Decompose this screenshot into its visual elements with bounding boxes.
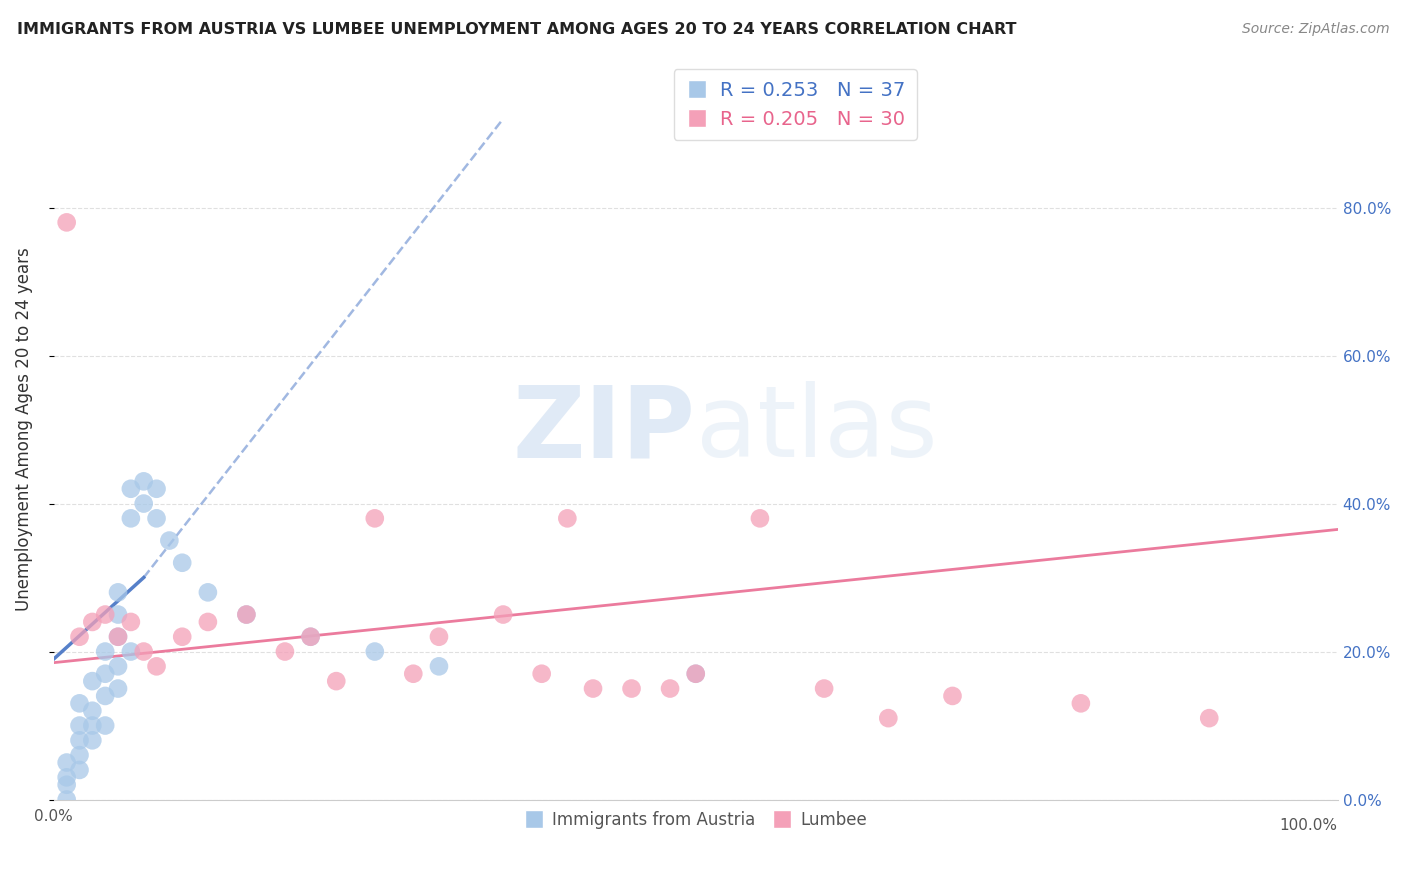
Point (172, 556, 194, 570)
Point (120, 482, 142, 496)
Point (748, 511, 770, 525)
Point (69, 763, 91, 777)
Point (132, 475, 155, 489)
Point (364, 644, 387, 658)
Point (274, 644, 297, 658)
Point (530, 666, 553, 681)
Point (120, 511, 142, 525)
Point (157, 533, 180, 548)
Point (235, 607, 257, 622)
Point (685, 666, 707, 681)
Point (685, 666, 707, 681)
Text: atlas: atlas (696, 381, 938, 478)
Point (55, 770, 77, 784)
Point (69, 630, 91, 644)
Point (427, 630, 450, 644)
Point (877, 711, 900, 725)
Point (235, 607, 257, 622)
Point (94, 644, 117, 658)
Point (107, 630, 129, 644)
Point (197, 585, 219, 599)
Point (402, 666, 425, 681)
Point (55, 215, 77, 229)
Text: Source: ZipAtlas.com: Source: ZipAtlas.com (1241, 22, 1389, 37)
Point (82, 733, 104, 747)
Point (427, 659, 450, 673)
Text: 100.0%: 100.0% (1279, 818, 1337, 833)
Legend: Immigrants from Austria, Lumbee: Immigrants from Austria, Lumbee (517, 805, 875, 836)
Point (69, 748, 91, 763)
Point (69, 733, 91, 747)
Point (55, 756, 77, 770)
Point (107, 630, 129, 644)
Y-axis label: Unemployment Among Ages 20 to 24 years: Unemployment Among Ages 20 to 24 years (15, 248, 32, 611)
Text: IMMIGRANTS FROM AUSTRIA VS LUMBEE UNEMPLOYMENT AMONG AGES 20 TO 24 YEARS CORRELA: IMMIGRANTS FROM AUSTRIA VS LUMBEE UNEMPL… (17, 22, 1017, 37)
Point (813, 681, 835, 696)
Point (659, 681, 682, 696)
Point (132, 644, 155, 658)
Point (620, 681, 643, 696)
Point (364, 511, 387, 525)
Point (94, 607, 117, 622)
Point (132, 497, 155, 511)
Point (299, 630, 322, 644)
Point (94, 718, 117, 732)
Point (1198, 711, 1220, 725)
Point (120, 615, 142, 629)
Text: ZIP: ZIP (513, 381, 696, 478)
Point (557, 511, 579, 525)
Point (94, 666, 117, 681)
Point (107, 681, 129, 696)
Point (55, 778, 77, 792)
Point (145, 659, 167, 673)
Point (107, 659, 129, 673)
Point (299, 630, 322, 644)
Point (145, 511, 167, 525)
Point (69, 696, 91, 710)
Point (197, 615, 219, 629)
Point (82, 615, 104, 629)
Point (582, 681, 605, 696)
Point (325, 674, 347, 689)
Point (107, 585, 129, 599)
Point (82, 674, 104, 689)
Point (941, 689, 963, 703)
Point (69, 718, 91, 732)
Point (492, 607, 515, 622)
Point (145, 482, 167, 496)
Point (1070, 696, 1092, 710)
Point (55, 792, 77, 806)
Point (120, 644, 142, 658)
Point (82, 704, 104, 718)
Point (172, 630, 194, 644)
Point (107, 607, 129, 622)
Point (82, 718, 104, 732)
Point (94, 689, 117, 703)
